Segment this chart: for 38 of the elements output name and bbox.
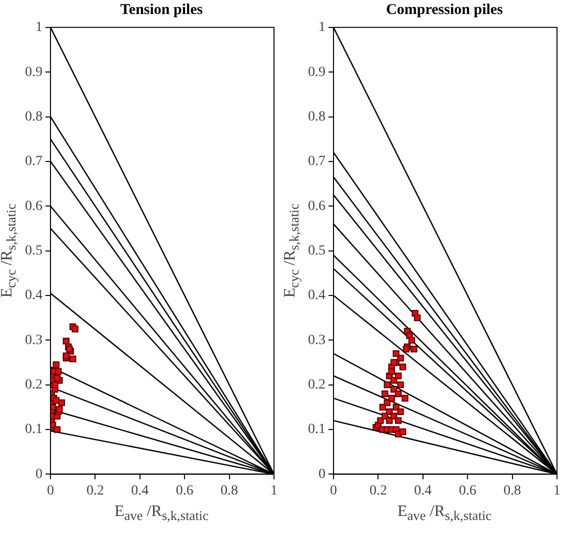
y-tick-label: 0.1 [25,422,42,438]
y-tick-label: 0.5 [25,243,42,258]
chart-title: Tension piles [119,2,204,19]
y-tick-label: 0.5 [308,243,326,258]
x-tick-label: 0.2 [86,483,104,498]
x-tick-label: 0.4 [414,483,432,498]
y-tick-label: 1 [318,20,326,36]
y-tick-label: 0.9 [25,64,42,80]
x-tick-label: 0.8 [220,483,238,498]
y-tick-label: 0.2 [308,378,326,393]
y-tick-label: 0.3 [308,332,326,348]
y-tick-label: 0.4 [308,288,326,304]
y-tick-label: 0.8 [308,109,326,124]
y-tick-label: 0.4 [25,288,42,304]
y-tick-label: 0.9 [308,64,326,80]
x-tick-label: 0 [330,483,337,498]
y-tick-label: 0.2 [25,378,42,393]
x-axis-title: E$_{ave}$ /R$_{s,k,static}$ [113,503,210,524]
x-tick-label: 0.6 [458,483,476,498]
y-tick-label: 0.7 [25,154,42,170]
chart-title: Compression piles [385,2,504,19]
x-tick-label: 0.6 [176,483,194,498]
y-tick-label: 0.7 [308,154,326,170]
x-tick-label: 0.8 [504,483,522,498]
x-tick-label: 0.2 [369,483,387,498]
y-tick-label: 0.3 [25,332,42,348]
y-tick-label: 1 [36,20,42,36]
y-tick-label: 0 [318,466,326,482]
x-tick-label: 0.4 [131,483,149,498]
y-tick-label: 0.6 [25,198,42,214]
y-tick-label: 0 [36,466,42,482]
y-tick-label: 0.8 [25,109,42,124]
x-tick-label: 0 [47,483,54,498]
x-axis-title: E$_{ave}$ /R$_{s,k,static}$ [396,503,493,524]
y-tick-label: 0.6 [308,198,326,214]
x-tick-label: 1 [554,483,560,498]
x-tick-label: 1 [270,483,278,498]
y-tick-label: 0.1 [308,422,326,438]
